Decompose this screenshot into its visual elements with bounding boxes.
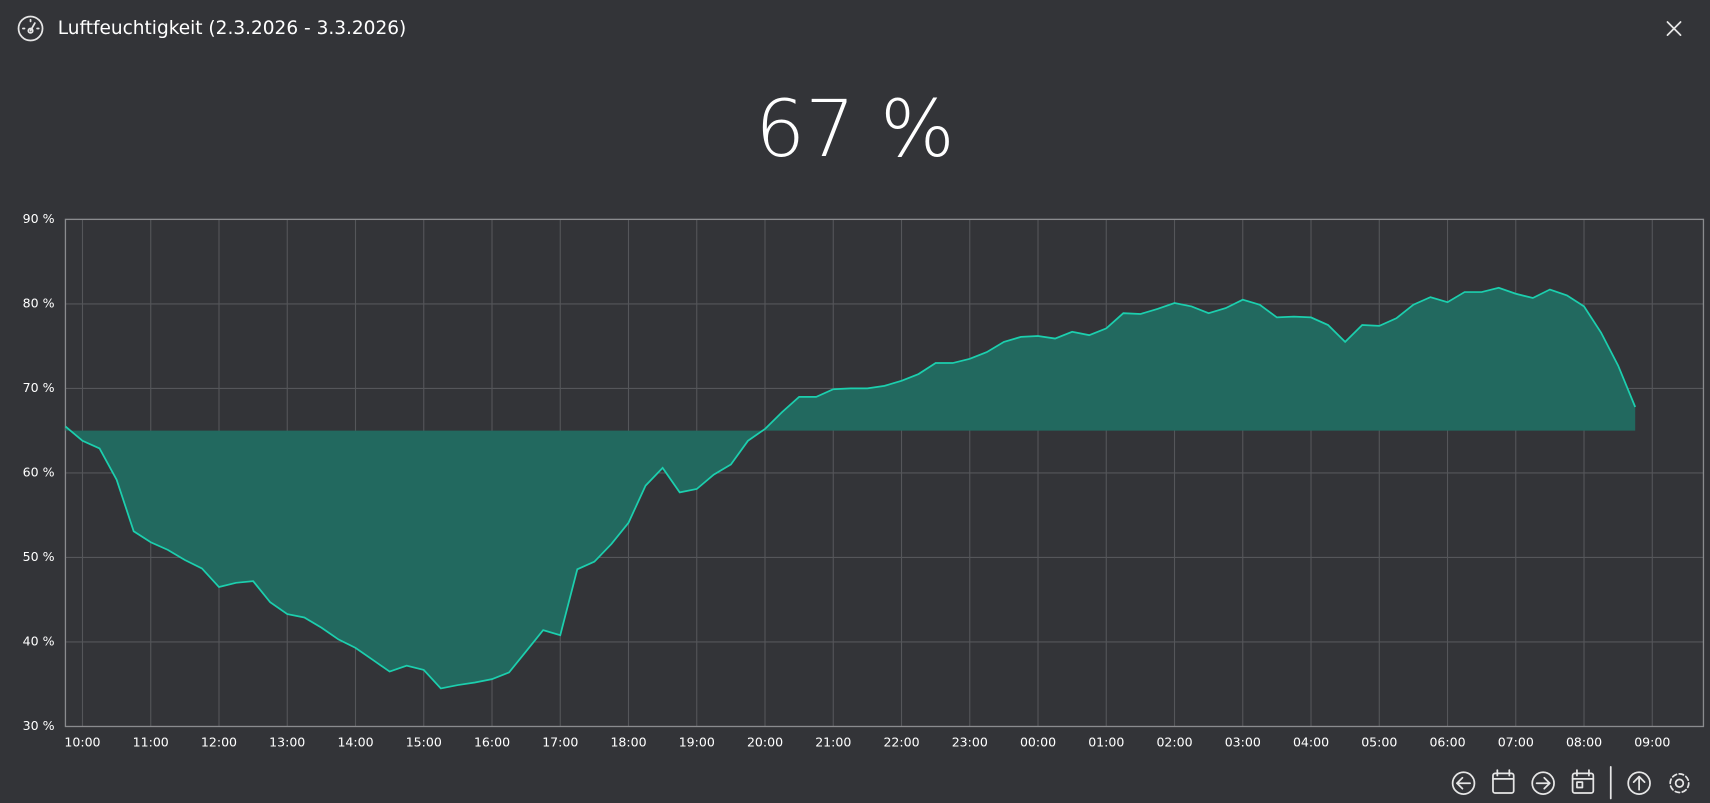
calendar-button[interactable]: [1492, 769, 1515, 794]
export-button[interactable]: [1627, 771, 1651, 795]
x-tick-label: 04:00: [1293, 734, 1329, 749]
x-tick-label: 11:00: [133, 734, 169, 749]
plot: 30 % 40 % 50 % 60 % 70 % 80 % 90 % 10:00 11:00 12…: [23, 211, 1705, 749]
x-tick-label: 23:00: [952, 734, 988, 749]
today-button[interactable]: [1571, 769, 1595, 794]
x-tick-label: 17:00: [542, 734, 578, 749]
x-tick-label: 06:00: [1429, 734, 1465, 749]
prev-button[interactable]: [1451, 771, 1476, 795]
x-tick-label: 22:00: [883, 734, 919, 749]
y-tick-label: 50 %: [23, 549, 55, 564]
y-tick-label: 30 %: [23, 718, 55, 733]
x-tick-label: 09:00: [1634, 734, 1670, 749]
y-tick-label: 70 %: [23, 380, 55, 395]
x-tick-label: 16:00: [474, 734, 510, 749]
x-tick-label: 21:00: [815, 734, 851, 749]
close-button[interactable]: [1666, 21, 1682, 36]
y-tick-label: 90 %: [23, 211, 55, 226]
toolbar: [1451, 765, 1690, 800]
y-tick-label: 60 %: [23, 464, 55, 479]
x-tick-label: 02:00: [1156, 734, 1192, 749]
plot-frame: [64, 218, 1705, 728]
x-tick-label: 15:00: [406, 734, 442, 749]
next-button[interactable]: [1531, 771, 1555, 795]
x-tick-label: 07:00: [1498, 734, 1534, 749]
x-tick-label: 03:00: [1225, 734, 1261, 749]
x-tick-label: 00:00: [1020, 734, 1056, 749]
x-tick-label: 12:00: [201, 734, 237, 749]
y-tick-label: 40 %: [23, 633, 55, 648]
x-tick-label: 20:00: [747, 734, 783, 749]
settings-button[interactable]: [1669, 773, 1690, 794]
x-tick-label: 10:00: [64, 734, 100, 749]
y-tick-label: 80 %: [23, 295, 55, 310]
x-tick-label: 01:00: [1088, 734, 1124, 749]
x-tick-label: 13:00: [269, 734, 305, 749]
header-icon: [17, 15, 44, 42]
current-value: 67 %: [755, 83, 954, 175]
x-tick-label: 14:00: [337, 734, 373, 749]
data-line: [64, 286, 1637, 690]
x-tick-label: 05:00: [1361, 734, 1397, 749]
area-fill: [65, 287, 1636, 689]
x-tick-label: 19:00: [679, 734, 715, 749]
x-tick-label: 08:00: [1566, 734, 1602, 749]
x-tick-label: 18:00: [610, 734, 646, 749]
dialog-title: Luftfeuchtigkeit (2.3.2026 - 3.3.2026): [58, 18, 406, 39]
